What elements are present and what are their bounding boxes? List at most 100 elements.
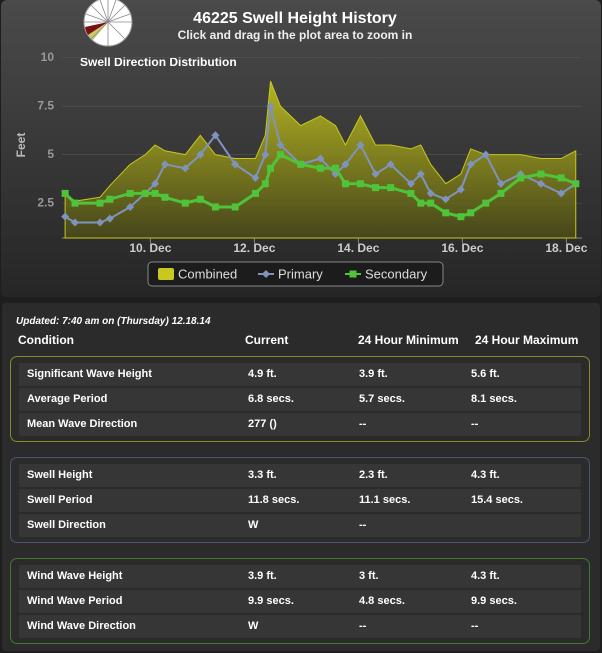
primary-marker <box>276 140 285 149</box>
updated-text: Updated: 7:40 am on (Thursday) 12.18.14 <box>16 316 211 327</box>
condition-value: 11.8 secs. <box>248 494 300 506</box>
condition-value: W <box>248 519 259 531</box>
primary-marker <box>71 218 79 227</box>
primary-marker <box>160 160 169 169</box>
condition-value: 6.8 secs. <box>248 393 294 405</box>
condition-value: 5.6 ft. <box>471 368 500 380</box>
secondary-marker <box>442 209 450 217</box>
primary-marker <box>95 218 104 227</box>
legend-label: Combined <box>178 266 237 281</box>
secondary-marker <box>572 180 580 188</box>
secondary-marker <box>356 180 364 188</box>
primary-marker <box>371 170 380 179</box>
primary-marker <box>441 195 450 204</box>
secondary-marker <box>231 203 239 211</box>
condition-row: Significant Wave Height 4.9 ft. 3.9 ft. 5.6… <box>19 363 581 386</box>
x-tick-label: 12. Dec <box>233 241 275 255</box>
secondary-marker <box>372 184 380 192</box>
secondary-marker <box>96 199 104 207</box>
secondary-marker <box>106 195 114 203</box>
column-header: Condition <box>18 333 74 347</box>
secondary-marker <box>251 189 259 197</box>
primary-marker <box>356 140 365 149</box>
condition-value: 3.9 ft. <box>359 368 388 380</box>
condition-value: 11.1 secs. <box>359 494 411 506</box>
x-tick-label: 18. Dec <box>545 241 587 255</box>
secondary-marker <box>151 189 159 197</box>
secondary-marker <box>267 164 275 172</box>
condition-row: Wind Wave Period 9.9 secs. 4.8 secs. 9.9 se… <box>19 590 581 613</box>
condition-value: 8.1 secs. <box>471 393 517 405</box>
chart-title: 46225 Swell Height History <box>193 10 397 27</box>
condition-value: 9.9 secs. <box>471 595 517 607</box>
secondary-marker <box>387 184 395 192</box>
primary-marker <box>406 179 415 188</box>
secondary-marker <box>457 213 465 221</box>
condition-value: 4.3 ft. <box>471 469 500 481</box>
condition-value: 3 ft. <box>359 570 379 582</box>
legend-marker <box>262 270 270 278</box>
primary-marker <box>386 160 395 169</box>
condition-value: 15.4 secs. <box>471 494 523 506</box>
condition-value: -- <box>471 620 479 632</box>
condition-label: Average Period <box>27 393 108 405</box>
condition-row: Swell Period 11.8 secs. 11.1 secs. 15.4 sec… <box>19 489 581 512</box>
y-axis-label: Feet <box>14 133 28 158</box>
secondary-marker <box>276 151 284 159</box>
condition-value: 9.9 secs. <box>248 595 294 607</box>
secondary-marker <box>71 199 79 207</box>
primary-marker <box>261 150 270 159</box>
condition-value: -- <box>359 519 367 531</box>
condition-value: -- <box>359 620 367 632</box>
column-header: 24 Hour Minimum <box>358 333 459 347</box>
condition-label: Swell Height <box>27 469 93 481</box>
primary-marker <box>126 202 135 211</box>
x-tick-label: 14. Dec <box>337 241 379 255</box>
secondary-marker <box>196 195 204 203</box>
direction-rose <box>83 0 133 47</box>
condition-row: Wind Wave Height 3.9 ft. 3 ft. 4.3 ft. <box>19 565 581 588</box>
secondary-marker <box>126 189 134 197</box>
secondary-marker <box>211 203 219 211</box>
primary-marker <box>426 189 435 198</box>
chart: 46225 Swell Height History Click and dra… <box>1 0 601 297</box>
secondary-marker <box>537 170 545 178</box>
y-tick-label: 5 <box>47 147 54 161</box>
condition-value: 3.9 ft. <box>248 570 277 582</box>
secondary-marker <box>261 180 269 188</box>
y-tick-label: 7.5 <box>37 98 54 112</box>
condition-group: Wind Wave Height 3.9 ft. 3 ft. 4.3 ft. Wind … <box>10 558 590 644</box>
primary-marker <box>557 189 566 198</box>
secondary-marker <box>316 164 324 172</box>
x-tick-label: 10. Dec <box>129 241 171 255</box>
condition-row: Swell Direction W -- <box>19 514 581 537</box>
legend-label: Primary <box>278 266 323 281</box>
secondary-marker <box>517 174 525 182</box>
secondary-marker <box>482 199 490 207</box>
annotation: Swell Direction Distribution <box>80 55 237 69</box>
condition-label: Swell Direction <box>27 519 106 531</box>
y-tick-label: 10 <box>41 50 55 64</box>
primary-marker <box>266 102 275 111</box>
primary-marker <box>151 179 160 188</box>
secondary-marker <box>161 193 169 201</box>
primary-marker <box>181 164 190 173</box>
primary-marker <box>316 154 325 163</box>
condition-label: Significant Wave Height <box>27 368 152 380</box>
condition-value: -- <box>359 418 367 430</box>
legend-label: Secondary <box>365 266 428 281</box>
condition-label: Mean Wave Direction <box>27 418 138 430</box>
condition-row: Wind Wave Direction W -- -- <box>19 615 581 638</box>
condition-group: Significant Wave Height 4.9 ft. 3.9 ft. 5.6… <box>10 356 590 442</box>
secondary-marker <box>141 189 149 197</box>
primary-marker <box>481 150 490 159</box>
primary-marker <box>231 160 240 169</box>
condition-value: W <box>248 620 259 632</box>
condition-label: Wind Wave Period <box>27 595 123 607</box>
legend <box>147 261 444 287</box>
primary-marker <box>61 212 70 221</box>
primary-marker <box>211 131 220 140</box>
condition-label: Swell Period <box>27 494 93 506</box>
condition-row: Swell Height 3.3 ft. 2.3 ft. 4.3 ft. <box>19 464 581 487</box>
